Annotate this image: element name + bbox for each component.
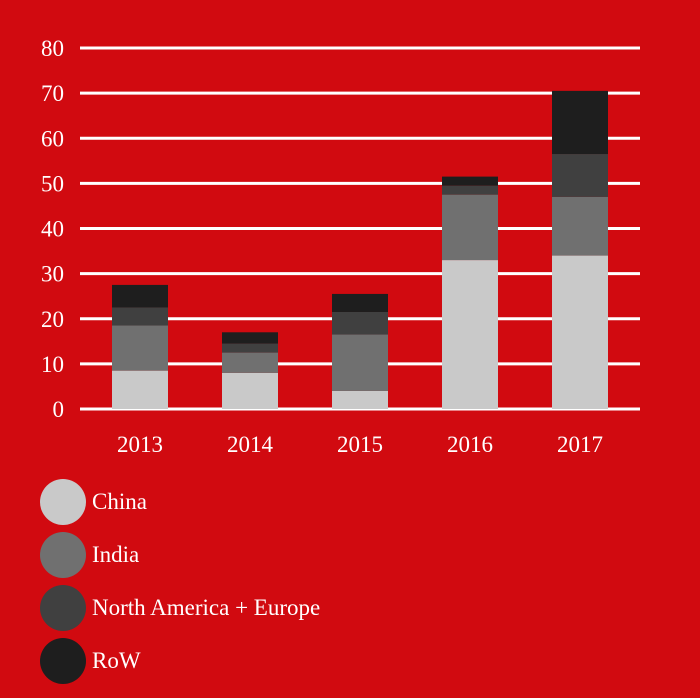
bar-segment-row-2013 (112, 284, 168, 308)
bar-segment-north-america-europe-2016 (442, 185, 498, 195)
x-axis-tick-labels: 2013 2014 2015 2016 2017 (117, 432, 603, 457)
y-tick-label: 0 (53, 397, 65, 422)
legend-swatch-north-america-europe (40, 585, 86, 631)
legend-item-north-america-europe: North America + Europe (40, 582, 320, 634)
bar-segment-china-2016 (442, 260, 498, 409)
bar-segment-india-2013 (112, 325, 168, 371)
y-tick-label: 70 (41, 81, 64, 106)
bar-segment-india-2017 (552, 196, 608, 256)
legend: China India North America + Europe RoW (40, 476, 320, 688)
bar-segment-india-2016 (442, 194, 498, 261)
bar-segment-china-2013 (112, 370, 168, 409)
legend-label-north-america-europe: North America + Europe (92, 595, 321, 620)
bar-segment-china-2015 (332, 390, 388, 409)
legend-swatch-row (40, 638, 86, 684)
y-tick-label: 80 (41, 36, 64, 61)
legend-item-china: China (40, 476, 320, 528)
bar-segment-india-2015 (332, 334, 388, 391)
y-tick-label: 50 (41, 171, 64, 196)
bar-segment-north-america-europe-2017 (552, 154, 608, 197)
y-tick-label: 40 (41, 217, 64, 242)
bar-segment-row-2014 (222, 332, 278, 344)
bar-segment-row-2017 (552, 90, 608, 155)
x-tick-label: 2013 (117, 432, 163, 457)
y-tick-label: 20 (41, 307, 64, 332)
x-tick-label: 2017 (557, 432, 603, 457)
bar-segment-north-america-europe-2015 (332, 311, 388, 335)
bar-segment-row-2016 (442, 176, 498, 186)
y-tick-label: 30 (41, 262, 64, 287)
x-tick-label: 2016 (447, 432, 493, 457)
legend-item-india: India (40, 529, 320, 581)
legend-label-china: China (92, 489, 147, 514)
bar-segment-china-2014 (222, 372, 278, 409)
gridlines (80, 46, 640, 411)
x-tick-label: 2014 (227, 432, 274, 457)
y-tick-label: 60 (41, 126, 64, 151)
bar-segment-north-america-europe-2014 (222, 343, 278, 353)
x-tick-label: 2015 (337, 432, 383, 457)
bars (112, 90, 608, 409)
y-tick-label: 10 (41, 352, 64, 377)
legend-label-row: RoW (92, 648, 141, 673)
legend-label-india: India (92, 542, 140, 567)
bar-segment-india-2014 (222, 352, 278, 373)
legend-swatch-china (40, 479, 86, 525)
bar-segment-north-america-europe-2013 (112, 307, 168, 326)
legend-swatch-india (40, 532, 86, 578)
legend-item-row: RoW (40, 635, 320, 687)
bar-segment-row-2015 (332, 293, 388, 312)
stacked-bar-chart: 0 10 20 30 40 50 60 70 80 2013 2014 2015 2016 2017 (41, 36, 640, 457)
y-axis-tick-labels: 0 10 20 30 40 50 60 70 80 (41, 36, 64, 422)
bar-segment-china-2017 (552, 255, 608, 409)
